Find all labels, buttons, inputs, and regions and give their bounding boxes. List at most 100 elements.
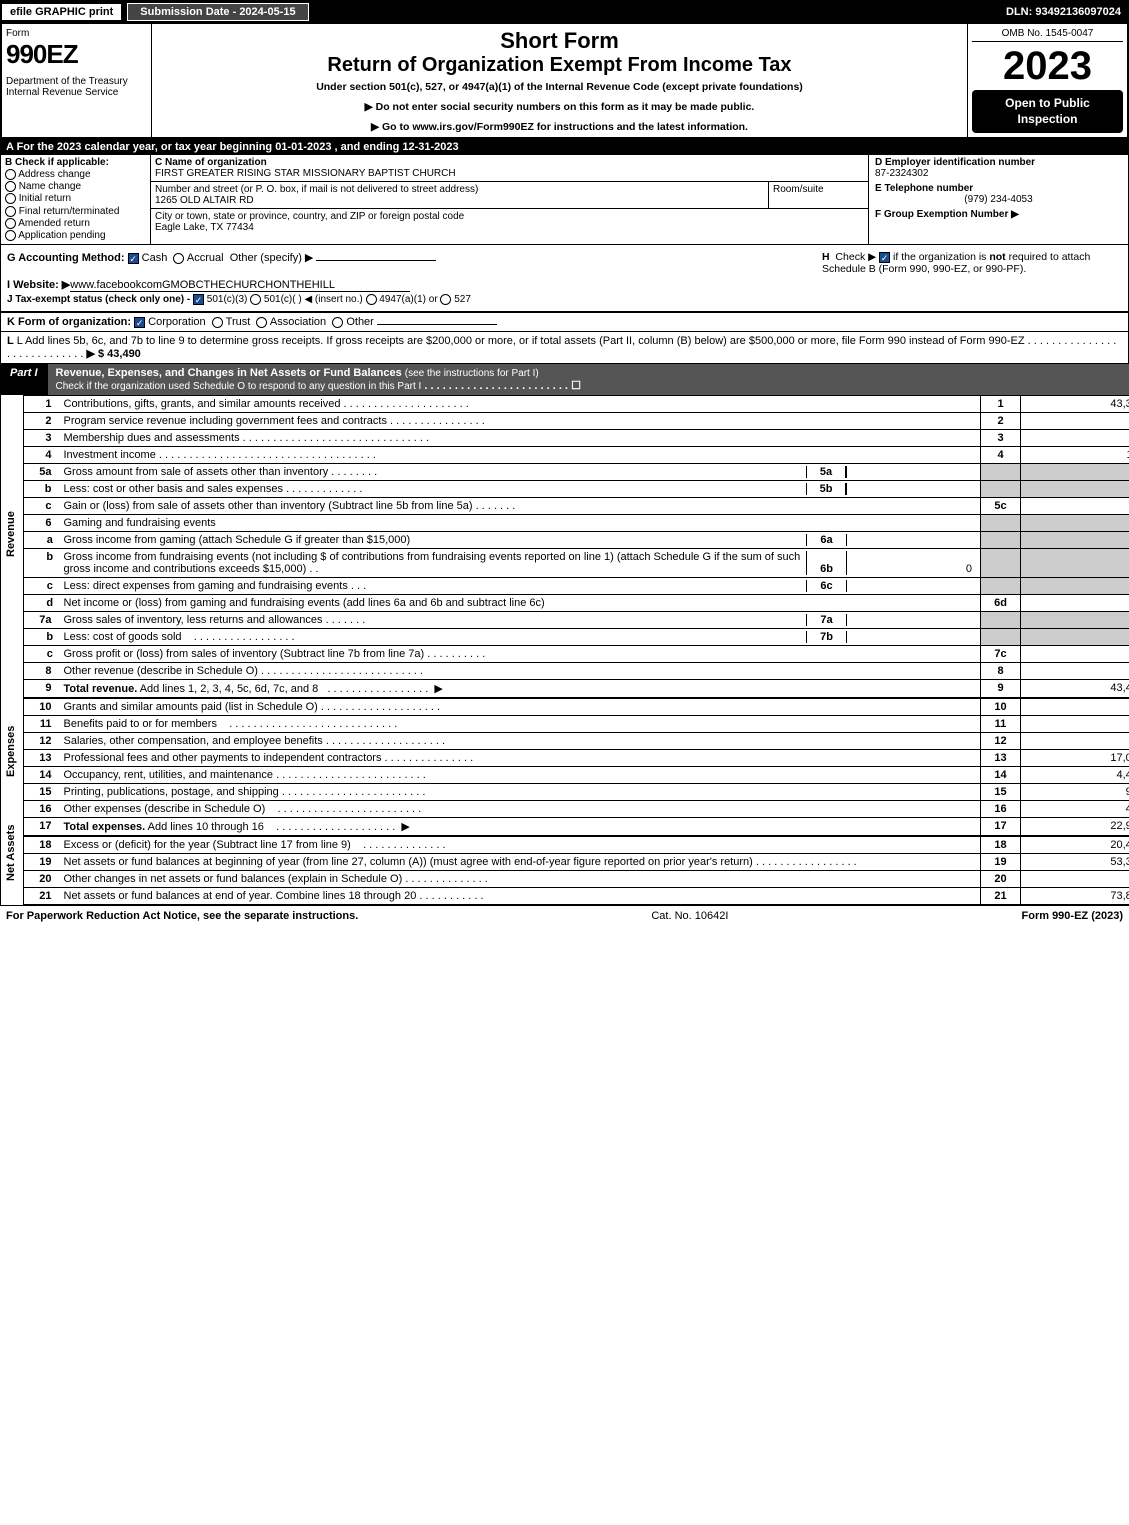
line-5b: bLess: cost or other basis and sales exp… [24,481,1129,498]
line-13: 13Professional fees and other payments t… [24,750,1129,767]
revenue-side-label: Revenue [5,537,17,557]
j-501c-check[interactable] [250,294,261,305]
line-11: 11Benefits paid to or for members . . . … [24,716,1129,733]
goto-link[interactable]: ▶ Go to www.irs.gov/Form990EZ for instru… [160,121,959,133]
form-ref: Form 990-EZ (2023) [1022,910,1124,922]
b-name-change[interactable]: Name change [5,181,146,192]
part-i-note: (see the instructions for Part I) [405,368,539,379]
line-7c: cGross profit or (loss) from sales of in… [24,646,1129,663]
part-i-title: Revenue, Expenses, and Changes in Net As… [56,367,402,379]
line-7b: bLess: cost of goods sold . . . . . . . … [24,629,1129,646]
line-14: 14Occupancy, rent, utilities, and mainte… [24,767,1129,784]
org-name: FIRST GREATER RISING STAR MISSIONARY BAP… [155,168,864,179]
j-501c3-check[interactable]: ✓ [193,294,204,305]
line-3: 3Membership dues and assessments . . . .… [24,430,1129,447]
l-amount: ▶ $ 43,490 [86,348,140,360]
dln-label: DLN: 93492136097024 [998,4,1129,20]
line-8: 8Other revenue (describe in Schedule O) … [24,663,1129,680]
line-5c: cGain or (loss) from sale of assets othe… [24,498,1129,515]
submission-date-button[interactable]: Submission Date - 2024-05-15 [127,3,308,21]
line-6c: cLess: direct expenses from gaming and f… [24,578,1129,595]
header-left: Form 990EZ Department of the Treasury In… [2,24,152,137]
ein: 87-2324302 [875,168,928,179]
part-i-check-o: Check if the organization used Schedule … [56,381,422,392]
line-17: 17Total expenses. Add lines 10 through 1… [24,818,1129,836]
net-assets-table: 18Excess or (deficit) for the year (Subt… [23,836,1129,905]
line-2: 2Program service revenue including gover… [24,413,1129,430]
revenue-section: Revenue 1Contributions, gifts, grants, a… [0,395,1129,698]
b-final-return[interactable]: Final return/terminated [5,206,146,217]
no-ssn-note: ▶ Do not enter social security numbers o… [160,101,959,113]
tax-year: 2023 [972,46,1123,86]
line-7a: 7aGross sales of inventory, less returns… [24,612,1129,629]
j-527-check[interactable] [440,294,451,305]
return-title: Return of Organization Exempt From Incom… [160,54,959,77]
line-9: 9Total revenue. Add lines 1, 2, 3, 4, 5c… [24,680,1129,698]
line-19: 19Net assets or fund balances at beginni… [24,854,1129,871]
revenue-table: 1Contributions, gifts, grants, and simil… [23,395,1129,698]
b-label: B Check if applicable: [5,157,146,168]
g-accounting: G Accounting Method: ✓ Cash Accrual Othe… [7,251,822,264]
row-gh: G Accounting Method: ✓ Cash Accrual Othe… [0,245,1129,312]
city-label: City or town, state or province, country… [155,211,864,222]
website-link[interactable]: www.facebookcomGMOBCTHECHURCHONTHEHILL [70,279,410,292]
b-amended-return[interactable]: Amended return [5,218,146,229]
header-mid: Short Form Return of Organization Exempt… [152,24,967,137]
b-initial-return[interactable]: Initial return [5,193,146,204]
k-other-check[interactable] [332,317,343,328]
line-1: 1Contributions, gifts, grants, and simil… [24,396,1129,413]
page-footer: For Paperwork Reduction Act Notice, see … [0,905,1129,926]
dept-label: Department of the Treasury Internal Reve… [6,76,147,98]
section-bcdef: B Check if applicable: Address change Na… [0,155,1129,245]
line-6b: bGross income from fundraising events (n… [24,549,1129,578]
j-status: J Tax-exempt status (check only one) - ✓… [7,294,822,305]
k-trust-check[interactable] [212,317,223,328]
check-o-box[interactable]: ☐ [571,380,581,392]
city: Eagle Lake, TX 77434 [155,222,864,233]
h-check: H Check ▶ ✓ if the organization is not r… [822,251,1122,305]
c-name-label: C Name of organization [155,157,864,168]
phone: (979) 234-4053 [875,194,1122,205]
f-label: F Group Exemption Number ▶ [875,209,1019,220]
line-4: 4Investment income . . . . . . . . . . .… [24,447,1129,464]
line-10: 10Grants and similar amounts paid (list … [24,699,1129,716]
expenses-side-label: Expenses [5,757,17,777]
part-i-tag: Part I [0,364,48,395]
j-4947-check[interactable] [366,294,377,305]
l-line: L L Add lines 5b, 6c, and 7b to line 9 t… [0,331,1129,364]
form-number: 990EZ [6,39,147,70]
e-label: E Telephone number [875,183,973,194]
g-accrual-check[interactable] [173,253,184,264]
line-12: 12Salaries, other compensation, and empl… [24,733,1129,750]
h-schedule-b-check[interactable]: ✓ [879,252,890,263]
line-5a: 5aGross amount from sale of assets other… [24,464,1129,481]
d-label: D Employer identification number [875,157,1035,168]
k-corp-check[interactable]: ✓ [134,317,145,328]
net-assets-side-label: Net Assets [5,861,17,881]
k-assoc-check[interactable] [256,317,267,328]
line-6d: dNet income or (loss) from gaming and fu… [24,595,1129,612]
top-bar: efile GRAPHIC print Submission Date - 20… [0,0,1129,24]
efile-print-button[interactable]: efile GRAPHIC print [0,2,123,22]
b-address-change[interactable]: Address change [5,169,146,180]
b-application-pending[interactable]: Application pending [5,230,146,241]
line-6a: aGross income from gaming (attach Schedu… [24,532,1129,549]
line-15: 15Printing, publications, postage, and s… [24,784,1129,801]
k-other-input[interactable] [377,324,497,325]
net-assets-section: Net Assets 18Excess or (deficit) for the… [0,836,1129,905]
expenses-section: Expenses 10Grants and similar amounts pa… [0,698,1129,836]
form-header: Form 990EZ Department of the Treasury In… [0,24,1129,139]
line-a: A For the 2023 calendar year, or tax yea… [0,139,1129,155]
line-21: 21Net assets or fund balances at end of … [24,888,1129,905]
expenses-table: 10Grants and similar amounts paid (list … [23,698,1129,836]
col-b: B Check if applicable: Address change Na… [1,155,151,244]
street-label: Number and street (or P. O. box, if mail… [155,184,764,195]
open-inspection-badge: Open to Public Inspection [972,90,1123,133]
short-form-title: Short Form [160,28,959,54]
g-other-input[interactable] [316,260,436,261]
i-website: I Website: ▶www.facebookcomGMOBCTHECHURC… [7,278,822,292]
line-16: 16Other expenses (describe in Schedule O… [24,801,1129,818]
line-18: 18Excess or (deficit) for the year (Subt… [24,837,1129,854]
form-label: Form [6,28,147,39]
g-cash-check[interactable]: ✓ [128,253,139,264]
